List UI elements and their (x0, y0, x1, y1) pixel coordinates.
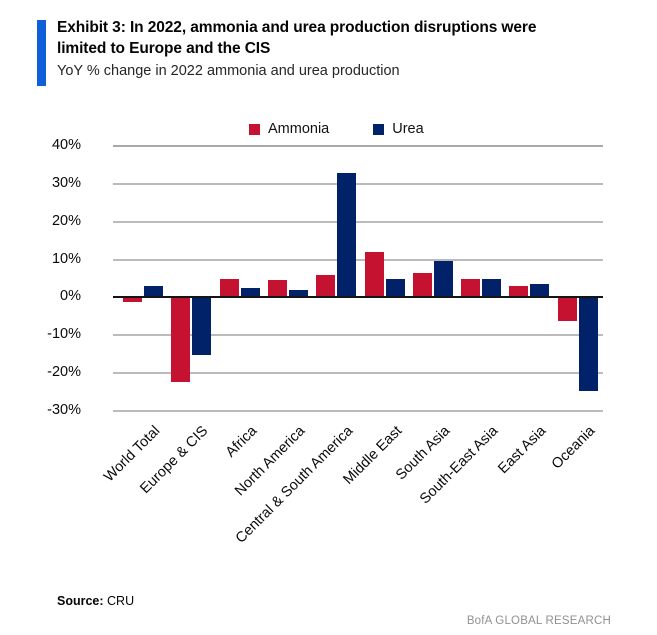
bar-ammonia-central-south-america (316, 274, 336, 298)
y-axis-labels: 40% 30% 20% 10% 0% -10% -20% -30% (27, 137, 97, 418)
bar-chart-plot-area (113, 145, 603, 412)
bar-urea-south-asia (433, 261, 453, 298)
source-value: CRU (103, 594, 135, 608)
y-tick-label-20: 20% (51, 212, 81, 229)
bar-urea-north-america (288, 289, 308, 298)
zero-axis-line (113, 296, 603, 299)
gridline-30 (113, 182, 603, 185)
bar-ammonia-oceania (557, 298, 577, 322)
x-tick-label-east-asia: East Asia (495, 423, 550, 478)
bar-urea-central-south-america (337, 172, 357, 298)
legend-label-urea: Urea (392, 121, 424, 137)
gridline-40 (113, 145, 603, 147)
bar-urea-world-total (144, 286, 163, 298)
bar-urea-east-asia (530, 284, 550, 298)
y-tick-label--30: -30% (47, 402, 81, 418)
x-tick-label-africa: Africa (222, 423, 260, 461)
gridline--10 (113, 334, 603, 337)
legend-label-ammonia: Ammonia (268, 121, 330, 137)
bar-urea-europe-cis (192, 298, 212, 356)
exhibit-subtitle: YoY % change in 2022 ammonia and urea pr… (57, 63, 400, 79)
y-tick-label--20: -20% (47, 364, 81, 381)
bar-ammonia-south-east-asia (461, 278, 481, 298)
y-tick-label--10: -10% (47, 326, 81, 343)
bar-urea-oceania (578, 298, 598, 392)
exhibit-title-line2: limited to Europe and the CIS (57, 40, 271, 57)
y-tick-label-10: 10% (51, 250, 81, 267)
bar-urea-middle-east (385, 278, 405, 298)
chart-legend: Ammonia Urea (249, 121, 424, 137)
gridline-10 (113, 258, 603, 261)
x-tick-label-oceania: Oceania (548, 423, 599, 473)
y-tick-label-0: 0% (60, 288, 81, 305)
exhibit-accent-bar (37, 20, 46, 86)
bar-ammonia-south-asia (412, 272, 432, 298)
y-tick-label-30: 30% (51, 174, 81, 191)
exhibit-header: Exhibit 3: In 2022, ammonia and urea pro… (57, 17, 623, 81)
legend-swatch-ammonia (249, 123, 260, 135)
y-tick-label-40: 40% (51, 137, 81, 153)
brand-text: BofA GLOBAL RESEARCH (466, 615, 611, 627)
bar-ammonia-middle-east (364, 252, 384, 298)
bar-ammonia-africa (219, 278, 239, 298)
bar-urea-south-east-asia (482, 278, 502, 298)
source-line: Source: CRU (57, 594, 134, 608)
bar-ammonia-north-america (267, 280, 287, 298)
exhibit-title-line1: Exhibit 3: In 2022, ammonia and urea pro… (57, 19, 537, 36)
bar-ammonia-east-asia (509, 286, 529, 298)
bar-ammonia-europe-cis (171, 298, 191, 382)
gridline-20 (113, 220, 603, 223)
legend-item-urea: Urea (373, 121, 424, 137)
legend-item-ammonia: Ammonia (249, 121, 329, 137)
source-label: Source: (57, 594, 104, 608)
bar-urea-africa (240, 287, 260, 298)
gridline--30 (113, 410, 603, 412)
legend-swatch-urea (373, 123, 385, 135)
gridline--20 (113, 372, 603, 375)
x-axis-labels: World Total Europe & CIS Africa North Ameri… (101, 411, 603, 561)
bar-ammonia-world-total (123, 298, 142, 303)
